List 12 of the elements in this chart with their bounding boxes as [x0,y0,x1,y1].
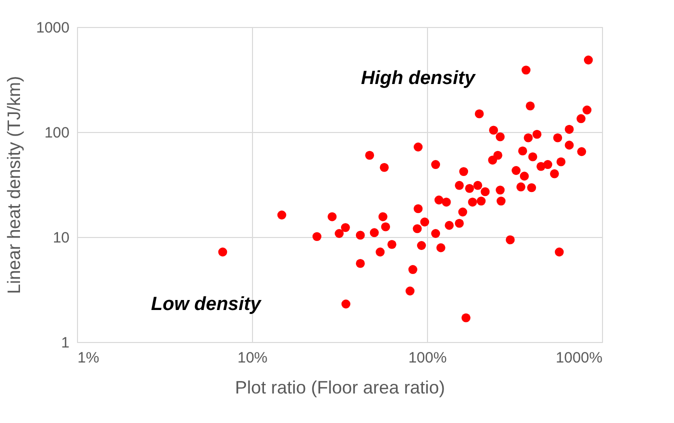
annotation: High density [361,68,476,89]
y-tick-label: 10 [52,230,70,246]
y-axis-title: Linear heat density (TJ/km) [4,76,24,294]
y-tick-label: 100 [44,124,70,142]
x-tick-label: 1% [78,350,100,366]
x-tick-label: 100% [408,350,447,366]
x-tick-label: 10% [237,350,268,366]
x-tick-label: 1000% [556,350,602,366]
y-tick-label: 1000 [36,20,70,36]
annotation: Low density [151,294,262,315]
x-axis-title: Plot ratio (Floor area ratio) [234,378,446,398]
y-tick-label: 1 [61,334,70,352]
